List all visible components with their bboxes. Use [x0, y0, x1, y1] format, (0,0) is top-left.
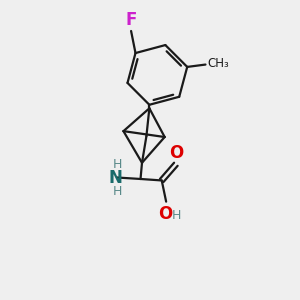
Text: H: H [113, 158, 122, 171]
Text: O: O [169, 144, 184, 162]
Text: CH₃: CH₃ [207, 58, 229, 70]
Text: O: O [158, 205, 173, 223]
Text: H: H [113, 185, 122, 198]
Text: N: N [109, 169, 122, 187]
Text: H: H [172, 209, 181, 222]
Text: F: F [125, 11, 137, 29]
